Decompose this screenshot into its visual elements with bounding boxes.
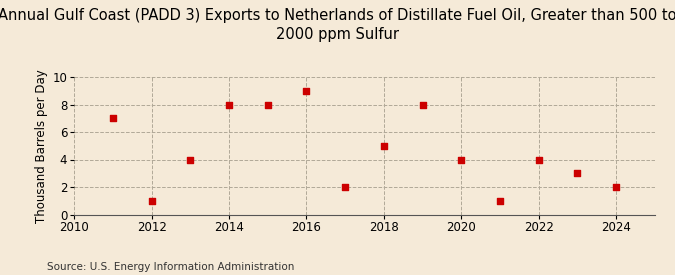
Point <box>223 102 234 107</box>
Point <box>185 157 196 162</box>
Text: Annual Gulf Coast (PADD 3) Exports to Netherlands of Distillate Fuel Oil, Greate: Annual Gulf Coast (PADD 3) Exports to Ne… <box>0 8 675 42</box>
Point <box>379 144 389 148</box>
Y-axis label: Thousand Barrels per Day: Thousand Barrels per Day <box>35 69 49 223</box>
Point <box>107 116 118 120</box>
Point <box>495 199 506 203</box>
Point <box>146 199 157 203</box>
Point <box>572 171 583 175</box>
Point <box>340 185 350 189</box>
Point <box>533 157 544 162</box>
Point <box>417 102 428 107</box>
Point <box>263 102 273 107</box>
Text: Source: U.S. Energy Information Administration: Source: U.S. Energy Information Administ… <box>47 262 294 272</box>
Point <box>611 185 622 189</box>
Point <box>301 89 312 93</box>
Point <box>456 157 466 162</box>
